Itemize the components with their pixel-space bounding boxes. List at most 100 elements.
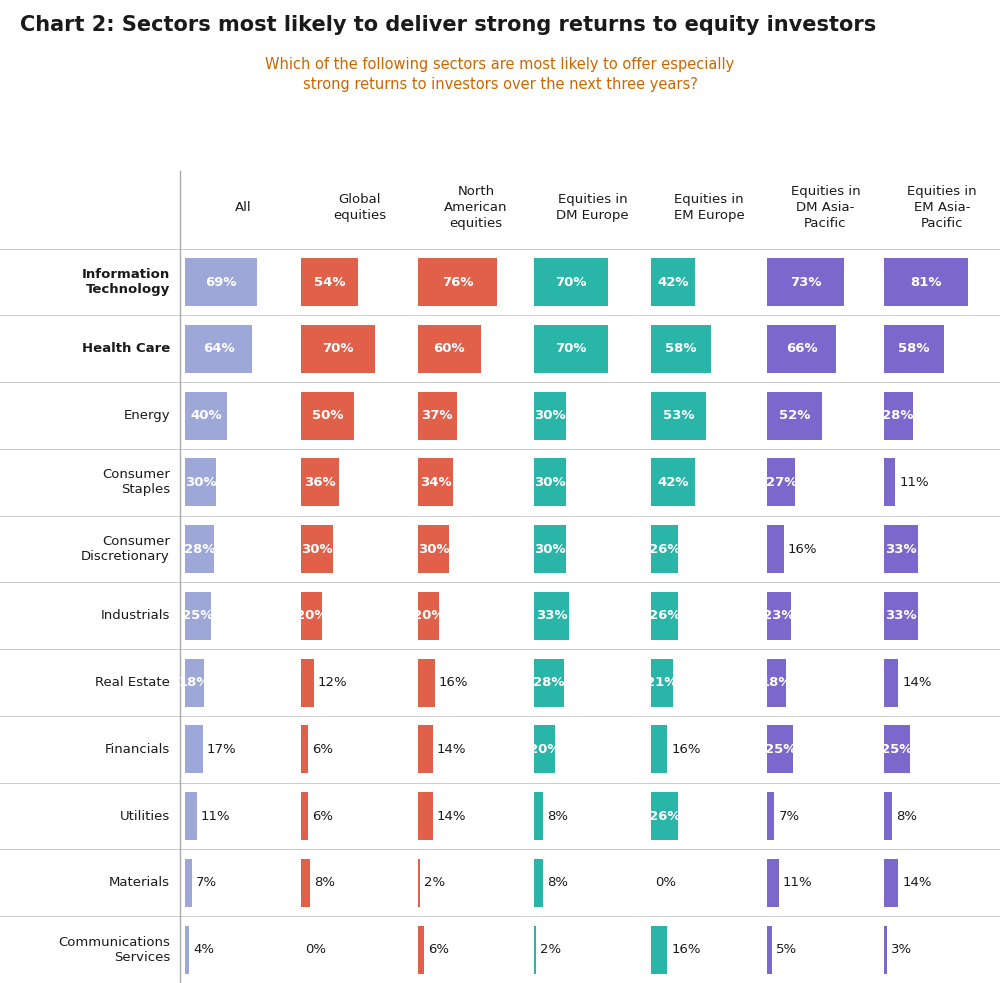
Bar <box>185 792 197 840</box>
Text: 30%: 30% <box>534 409 566 422</box>
Bar <box>301 659 314 707</box>
Text: 36%: 36% <box>304 476 336 489</box>
Text: 30%: 30% <box>534 476 566 489</box>
Text: 34%: 34% <box>420 476 451 489</box>
Text: 30%: 30% <box>301 543 333 555</box>
Bar <box>884 525 918 573</box>
Bar <box>651 259 695 306</box>
Bar <box>301 592 322 640</box>
Bar <box>651 458 695 506</box>
Bar <box>884 859 898 907</box>
Text: 26%: 26% <box>649 609 680 622</box>
Bar <box>185 859 192 907</box>
Bar <box>651 391 706 439</box>
Bar <box>534 792 543 840</box>
Bar <box>884 391 913 439</box>
Text: 70%: 70% <box>322 342 354 355</box>
Text: 30%: 30% <box>534 543 566 555</box>
Bar <box>767 324 836 373</box>
Bar <box>767 592 791 640</box>
Text: 8%: 8% <box>314 877 335 890</box>
Text: 60%: 60% <box>433 342 465 355</box>
Text: 42%: 42% <box>657 275 688 289</box>
Bar <box>534 926 536 973</box>
Bar <box>534 324 608 373</box>
Text: 37%: 37% <box>421 409 453 422</box>
Bar <box>534 592 569 640</box>
Bar <box>301 391 354 439</box>
Text: 69%: 69% <box>205 275 237 289</box>
Text: 12%: 12% <box>318 676 348 689</box>
Text: 64%: 64% <box>203 342 234 355</box>
Text: Equities in
DM Asia-
Pacific: Equities in DM Asia- Pacific <box>791 186 860 230</box>
Bar <box>301 792 308 840</box>
Text: Financials: Financials <box>105 743 170 756</box>
Text: 58%: 58% <box>665 342 697 355</box>
Bar <box>301 324 375 373</box>
Bar <box>884 926 887 973</box>
Bar <box>301 525 333 573</box>
Text: 52%: 52% <box>779 409 810 422</box>
Text: 6%: 6% <box>428 943 449 956</box>
Text: 2%: 2% <box>540 943 562 956</box>
Text: Equities in
DM Europe: Equities in DM Europe <box>556 194 629 222</box>
Bar <box>301 859 310 907</box>
Bar <box>767 926 772 973</box>
Text: Chart 2: Sectors most likely to deliver strong returns to equity investors: Chart 2: Sectors most likely to deliver … <box>20 15 876 34</box>
Text: 33%: 33% <box>885 609 917 622</box>
Bar <box>651 659 673 707</box>
Bar <box>185 458 216 506</box>
Text: 42%: 42% <box>657 476 688 489</box>
Bar <box>651 792 678 840</box>
Bar <box>534 259 608 306</box>
Bar <box>534 859 543 907</box>
Bar <box>418 725 433 774</box>
Bar <box>767 525 784 573</box>
Text: 81%: 81% <box>910 275 942 289</box>
Text: 7%: 7% <box>778 810 800 823</box>
Text: Industrials: Industrials <box>101 609 170 622</box>
Bar <box>185 391 227 439</box>
Bar <box>418 458 453 506</box>
Bar <box>884 259 968 306</box>
Text: 27%: 27% <box>766 476 797 489</box>
Text: 26%: 26% <box>649 543 680 555</box>
Bar <box>767 859 779 907</box>
Text: 8%: 8% <box>547 877 568 890</box>
Bar <box>418 525 449 573</box>
Text: 14%: 14% <box>902 676 932 689</box>
Text: 2%: 2% <box>424 877 445 890</box>
Text: 20%: 20% <box>413 609 444 622</box>
Text: 30%: 30% <box>418 543 449 555</box>
Text: 50%: 50% <box>312 409 343 422</box>
Text: 11%: 11% <box>783 877 812 890</box>
Text: All: All <box>235 202 252 214</box>
Text: Utilities: Utilities <box>120 810 170 823</box>
Text: Equities in
EM Asia-
Pacific: Equities in EM Asia- Pacific <box>907 186 977 230</box>
Text: 40%: 40% <box>190 409 222 422</box>
Bar <box>418 391 457 439</box>
Text: 25%: 25% <box>182 609 214 622</box>
Text: 54%: 54% <box>314 275 345 289</box>
Text: 73%: 73% <box>790 275 821 289</box>
Text: 25%: 25% <box>881 743 912 756</box>
Text: 23%: 23% <box>763 609 795 622</box>
Bar <box>418 259 497 306</box>
Text: Energy: Energy <box>123 409 170 422</box>
Bar <box>767 391 822 439</box>
Text: Health Care: Health Care <box>82 342 170 355</box>
Text: 4%: 4% <box>193 943 214 956</box>
Text: 6%: 6% <box>312 810 333 823</box>
Text: 16%: 16% <box>671 743 701 756</box>
Text: 0%: 0% <box>305 943 326 956</box>
Text: 8%: 8% <box>547 810 568 823</box>
Text: 28%: 28% <box>184 543 215 555</box>
Bar <box>651 525 678 573</box>
Bar <box>767 792 774 840</box>
Bar <box>418 792 433 840</box>
Text: 16%: 16% <box>439 676 468 689</box>
Bar <box>767 725 793 774</box>
Bar <box>534 458 566 506</box>
Text: 7%: 7% <box>196 877 217 890</box>
Bar <box>301 725 308 774</box>
